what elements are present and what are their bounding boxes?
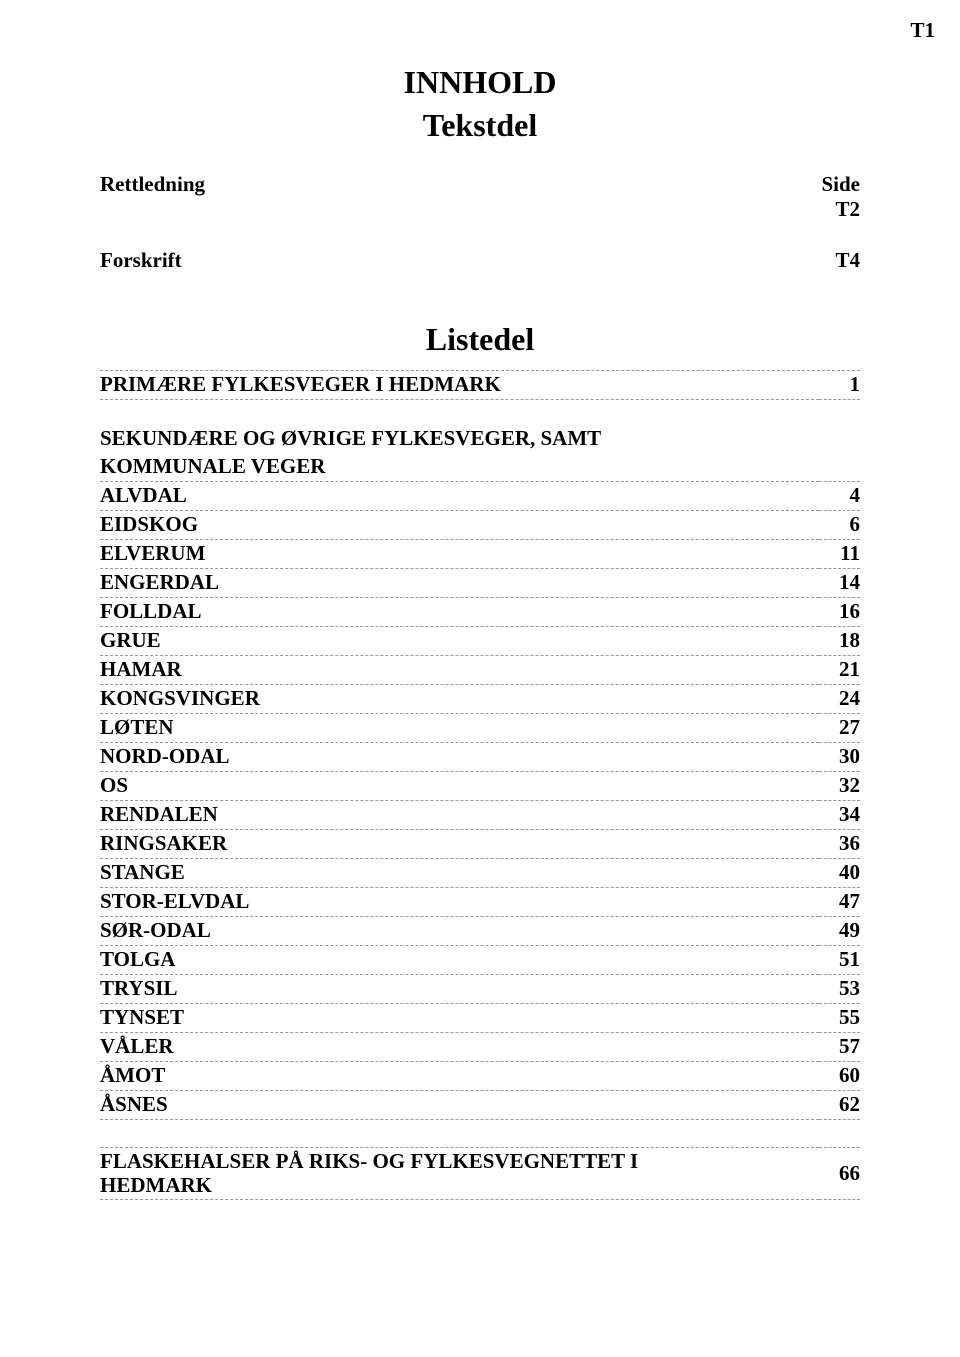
toc-row-municipality: RINGSAKER36	[100, 830, 860, 859]
toc-page: 40	[819, 859, 860, 888]
toc-label: TYNSET	[100, 1004, 819, 1033]
toc-label: FOLLDAL	[100, 598, 819, 627]
toc-page: 4	[819, 482, 860, 511]
toc-label: ELVERUM	[100, 540, 819, 569]
toc-row-municipality: OS32	[100, 772, 860, 801]
toc-label: SØR-ODAL	[100, 917, 819, 946]
listedel-heading: Listedel	[100, 321, 860, 358]
toc-page: 6	[819, 511, 860, 540]
toc-page: 60	[819, 1062, 860, 1091]
toc-row-municipality: KONGSVINGER24	[100, 685, 860, 714]
toc-page: 18	[819, 627, 860, 656]
meta-value: T4	[835, 248, 860, 273]
toc-row-municipality: SØR-ODAL49	[100, 917, 860, 946]
toc-row-municipality: ÅSNES62	[100, 1091, 860, 1120]
toc-label: RENDALEN	[100, 801, 819, 830]
toc-row-municipality: VÅLER57	[100, 1033, 860, 1062]
toc-page: 66	[819, 1148, 860, 1200]
toc-label: ÅSNES	[100, 1091, 819, 1120]
toc-subhead-line2: KOMMUNALE VEGER	[100, 453, 819, 482]
toc-spacer-row	[100, 1120, 860, 1148]
meta-label: Rettledning	[100, 172, 205, 222]
toc-label: PRIMÆRE FYLKESVEGER I HEDMARK	[100, 371, 819, 400]
toc-label: HAMAR	[100, 656, 819, 685]
heading-line-1: INNHOLD	[100, 64, 860, 101]
toc-label: ALVDAL	[100, 482, 819, 511]
toc-page: 55	[819, 1004, 860, 1033]
toc-row-municipality: FOLLDAL16	[100, 598, 860, 627]
toc-row-municipality: ALVDAL4	[100, 482, 860, 511]
toc-row-municipality: ÅMOT60	[100, 1062, 860, 1091]
meta-row-forskrift: Forskrift T4	[100, 248, 860, 273]
toc-page: 14	[819, 569, 860, 598]
toc-page: 34	[819, 801, 860, 830]
toc-page: 53	[819, 975, 860, 1004]
toc-label: RINGSAKER	[100, 830, 819, 859]
toc-final-line2: HEDMARK	[100, 1173, 819, 1197]
toc-row-municipality: TRYSIL53	[100, 975, 860, 1004]
toc-row-municipality: EIDSKOG6	[100, 511, 860, 540]
toc-label: EIDSKOG	[100, 511, 819, 540]
toc-row-municipality: TOLGA51	[100, 946, 860, 975]
toc-page: 27	[819, 714, 860, 743]
toc-row-primaere: PRIMÆRE FYLKESVEGER I HEDMARK 1	[100, 371, 860, 400]
toc-row-municipality: HAMAR21	[100, 656, 860, 685]
toc-label: STANGE	[100, 859, 819, 888]
toc-label: ÅMOT	[100, 1062, 819, 1091]
toc-label: OS	[100, 772, 819, 801]
toc-label: STOR-ELVDAL	[100, 888, 819, 917]
toc-page: 32	[819, 772, 860, 801]
toc-subhead-row-2: KOMMUNALE VEGER	[100, 453, 860, 482]
toc-label: VÅLER	[100, 1033, 819, 1062]
side-label: Side	[821, 172, 860, 197]
toc-row-municipality: ENGERDAL14	[100, 569, 860, 598]
toc-page: 57	[819, 1033, 860, 1062]
toc-page: 36	[819, 830, 860, 859]
toc-label: KONGSVINGER	[100, 685, 819, 714]
toc-label: TRYSIL	[100, 975, 819, 1004]
toc-row-municipality: STOR-ELVDAL47	[100, 888, 860, 917]
toc-page: 1	[819, 371, 860, 400]
toc-row-municipality: RENDALEN34	[100, 801, 860, 830]
toc-table: PRIMÆRE FYLKESVEGER I HEDMARK 1 SEKUNDÆR…	[100, 370, 860, 1200]
toc-page: 16	[819, 598, 860, 627]
toc-label: GRUE	[100, 627, 819, 656]
toc-page: 24	[819, 685, 860, 714]
toc-row-municipality: NORD-ODAL30	[100, 743, 860, 772]
toc-row-municipality: STANGE40	[100, 859, 860, 888]
toc-label: TOLGA	[100, 946, 819, 975]
toc-label: LØTEN	[100, 714, 819, 743]
document-heading: INNHOLD Tekstdel	[100, 0, 860, 144]
meta-value: T2	[821, 197, 860, 222]
toc-row-municipality: LØTEN27	[100, 714, 860, 743]
toc-page: 21	[819, 656, 860, 685]
toc-page: 62	[819, 1091, 860, 1120]
meta-row-rettledning: Rettledning Side T2	[100, 172, 860, 222]
heading-line-2: Tekstdel	[100, 107, 860, 144]
toc-page: 49	[819, 917, 860, 946]
toc-final-line1: FLASKEHALSER PÅ RIKS- OG FYLKESVEGNETTET…	[100, 1149, 819, 1173]
toc-row-flaskehalser: FLASKEHALSER PÅ RIKS- OG FYLKESVEGNETTET…	[100, 1148, 860, 1200]
page-marker: T1	[910, 18, 935, 43]
toc-label: ENGERDAL	[100, 569, 819, 598]
toc-subhead-row: SEKUNDÆRE OG ØVRIGE FYLKESVEGER, SAMT	[100, 400, 860, 453]
toc-subhead-line1: SEKUNDÆRE OG ØVRIGE FYLKESVEGER, SAMT	[100, 400, 819, 453]
toc-row-municipality: GRUE18	[100, 627, 860, 656]
toc-page: 11	[819, 540, 860, 569]
toc-row-municipality: TYNSET55	[100, 1004, 860, 1033]
toc-label: NORD-ODAL	[100, 743, 819, 772]
toc-page: 30	[819, 743, 860, 772]
toc-page: 47	[819, 888, 860, 917]
toc-row-municipality: ELVERUM11	[100, 540, 860, 569]
toc-page: 51	[819, 946, 860, 975]
meta-label: Forskrift	[100, 248, 182, 273]
